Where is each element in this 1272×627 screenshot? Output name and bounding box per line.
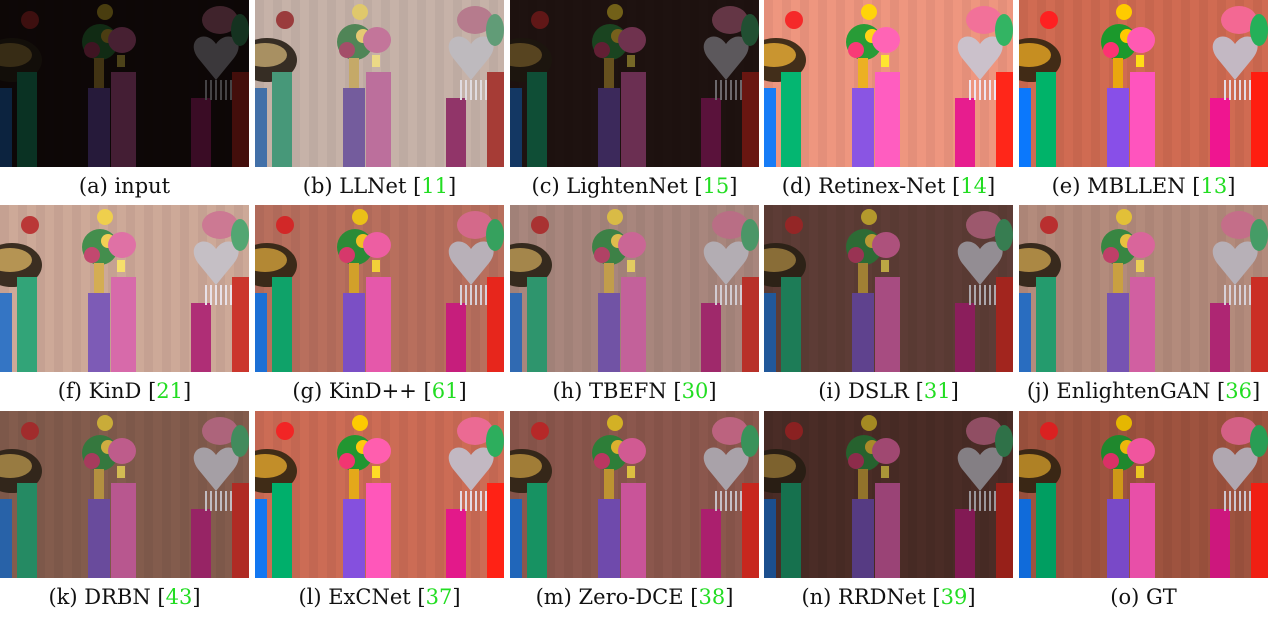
caption-label: (g) KinD++	[292, 379, 417, 403]
panel-image	[510, 0, 759, 167]
panel-caption: (c) LightenNet [15]	[531, 174, 738, 198]
caption-label: (o) GT	[1110, 585, 1177, 609]
panel-image	[1019, 0, 1268, 167]
panel-image	[0, 411, 249, 578]
caption-label: (i) DSLR	[818, 379, 909, 403]
tassel-photo	[0, 0, 249, 167]
caption-label: (f) KinD	[57, 379, 142, 403]
citation-link[interactable]: 37	[425, 585, 453, 609]
panel-image	[510, 411, 759, 578]
citation-link[interactable]: 61	[431, 379, 459, 403]
panel-caption: (e) MBLLEN [13]	[1051, 174, 1236, 198]
citation-link[interactable]: 38	[698, 585, 726, 609]
citation-link[interactable]: 36	[1225, 379, 1252, 403]
caption-label: (h) TBEFN	[552, 379, 667, 403]
caption-label: (e) MBLLEN	[1051, 174, 1186, 198]
panel-image	[764, 411, 1013, 578]
citation-link[interactable]: 30	[681, 379, 709, 403]
panel-image	[510, 205, 759, 372]
citation-link[interactable]: 14	[960, 174, 988, 198]
panel-image	[764, 205, 1013, 372]
panel-image	[0, 205, 249, 372]
panel-caption: (l) ExCNet [37]	[298, 585, 461, 609]
panel-image	[764, 0, 1013, 167]
panel-caption: (k) DRBN [43]	[48, 585, 201, 609]
citation-link[interactable]: 13	[1200, 174, 1228, 198]
panel-caption: (b) LLNet [11]	[302, 174, 457, 198]
tassel-photo	[510, 0, 759, 167]
citation-link[interactable]: 43	[165, 585, 193, 609]
panel-caption: (h) TBEFN [30]	[552, 379, 717, 403]
citation-link[interactable]: 31	[923, 379, 951, 403]
caption-label: (d) Retinex-Net	[781, 174, 946, 198]
panel-caption: (d) Retinex-Net [14]	[781, 174, 996, 198]
panel-image	[255, 205, 504, 372]
tassel-photo	[764, 205, 1013, 372]
tassel-photo	[510, 411, 759, 578]
caption-label: (l) ExCNet	[298, 585, 411, 609]
panel-caption: (g) KinD++ [61]	[292, 379, 467, 403]
tassel-photo	[764, 0, 1013, 167]
tassel-photo	[1019, 411, 1268, 578]
citation-link[interactable]: 39	[940, 585, 968, 609]
tassel-photo	[0, 411, 249, 578]
caption-label: (j) EnlightenGAN	[1026, 379, 1211, 403]
caption-label: (a) input	[78, 174, 171, 198]
tassel-photo	[1019, 0, 1268, 167]
caption-label: (b) LLNet	[302, 174, 407, 198]
citation-link[interactable]: 15	[702, 174, 730, 198]
tassel-photo	[510, 205, 759, 372]
caption-label: (c) LightenNet	[531, 174, 688, 198]
tassel-photo	[255, 205, 504, 372]
caption-label: (k) DRBN	[48, 585, 151, 609]
panel-image	[255, 411, 504, 578]
panel-image	[1019, 205, 1268, 372]
citation-link[interactable]: 21	[156, 379, 183, 403]
panel-caption: (j) EnlightenGAN [36]	[1026, 379, 1261, 403]
panel-image	[255, 0, 504, 167]
citation-link[interactable]: 11	[421, 174, 449, 198]
panel-caption: (o) GT	[1011, 584, 1272, 610]
tassel-photo	[255, 0, 504, 167]
panel-caption: (a) input	[0, 173, 257, 199]
tassel-photo	[1019, 205, 1268, 372]
tassel-photo	[764, 411, 1013, 578]
panel-caption: (n) RRDNet [39]	[801, 585, 976, 609]
caption-label: (m) Zero-DCE	[535, 585, 684, 609]
panel-caption: (i) DSLR [31]	[818, 379, 959, 403]
tassel-photo	[255, 411, 504, 578]
tassel-photo	[0, 205, 249, 372]
panel-image	[1019, 411, 1268, 578]
caption-label: (n) RRDNet	[801, 585, 926, 609]
panel-image	[0, 0, 249, 167]
panel-caption: (f) KinD [21]	[57, 379, 192, 403]
panel-caption: (m) Zero-DCE [38]	[535, 585, 734, 609]
